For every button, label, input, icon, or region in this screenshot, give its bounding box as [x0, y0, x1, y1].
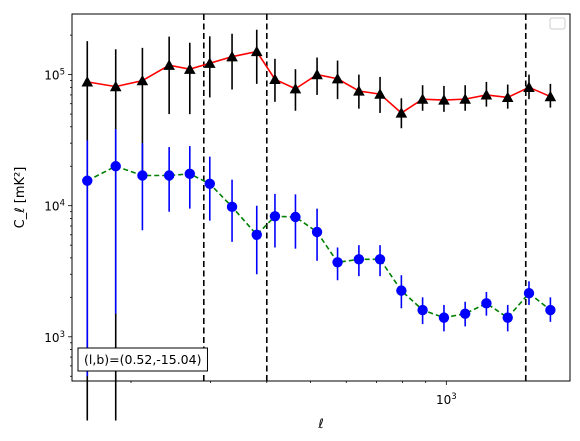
y-tick-label: 104 — [44, 199, 65, 214]
y-tick-label: 103 — [44, 330, 65, 345]
data-point — [163, 59, 175, 70]
x-tick-label-mantissa: 10 — [436, 393, 451, 407]
y-tick-label-mantissa: 10 — [44, 200, 59, 214]
data-point — [459, 308, 471, 319]
x-tick-label: 103 — [436, 392, 457, 407]
data-point — [109, 80, 122, 92]
data-point — [396, 285, 407, 296]
data-point — [311, 226, 323, 238]
y-axis-label: C_ℓ [mK²] — [13, 167, 28, 229]
data-point — [480, 89, 493, 100]
plot-frame — [71, 13, 571, 382]
data-point — [290, 211, 301, 223]
data-point — [82, 175, 93, 186]
y-tick-label: 105 — [44, 68, 65, 83]
series-layer — [81, 29, 557, 421]
data-point — [417, 304, 428, 316]
data-point — [204, 178, 215, 189]
y-tick-label-exponent: 3 — [60, 330, 65, 340]
data-point — [226, 50, 238, 62]
data-point — [481, 298, 492, 309]
y-tick-label-mantissa: 10 — [44, 331, 59, 345]
data-point — [250, 45, 263, 57]
y-tick-label-mantissa: 10 — [44, 69, 59, 83]
y-tick-label-exponent: 5 — [60, 68, 65, 78]
data-point — [226, 201, 238, 213]
data-point — [332, 257, 343, 268]
data-point — [523, 81, 535, 92]
data-point — [183, 63, 196, 74]
data-point — [110, 161, 121, 172]
data-point — [502, 312, 513, 323]
data-point — [395, 107, 408, 118]
data-point — [416, 93, 429, 104]
data-point — [81, 76, 94, 87]
data-point — [438, 94, 450, 105]
x-tick-label-exponent: 3 — [451, 392, 456, 402]
data-point — [311, 68, 323, 80]
data-point — [353, 254, 365, 265]
data-point — [289, 82, 302, 94]
y-tick-label-exponent: 4 — [60, 199, 65, 209]
data-point — [374, 88, 386, 99]
data-point — [203, 57, 216, 68]
data-point — [251, 229, 262, 240]
data-point — [136, 74, 149, 86]
data-point — [269, 211, 281, 222]
annotation-text: (l,b)=(0.52,-15.04) — [84, 352, 201, 367]
annotation-frame — [77, 347, 208, 372]
data-point — [374, 254, 386, 265]
x-axis-label: ℓ — [317, 417, 323, 432]
data-point — [501, 91, 514, 103]
data-point — [438, 312, 450, 323]
data-point — [269, 73, 281, 85]
data-point — [163, 170, 175, 181]
annotation-box: (l,b)=(0.52,-15.04) — [77, 347, 208, 372]
data-point — [184, 168, 195, 180]
data-point — [459, 93, 471, 104]
series-line — [86, 165, 551, 319]
data-point — [544, 90, 557, 102]
series-line — [87, 50, 551, 114]
data-point — [523, 288, 535, 299]
data-point — [353, 85, 365, 96]
legend-box — [549, 17, 566, 30]
data-point — [137, 170, 148, 181]
data-point — [545, 304, 556, 316]
reference-lines — [202, 14, 527, 381]
data-point — [331, 72, 344, 84]
series-1 — [82, 128, 556, 377]
